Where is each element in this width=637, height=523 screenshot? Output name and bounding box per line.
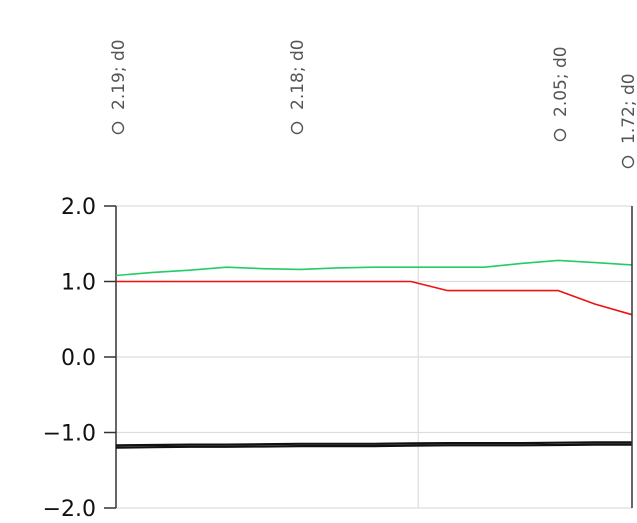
series-line-4 [115,443,632,449]
gridlines [116,205,632,509]
y-tick-label: 0.0 [61,346,96,371]
annotation-label: 2.18; d0 [288,39,308,110]
annotation-label: 2.19; d0 [109,39,129,110]
annotation-marker [111,121,125,135]
annotation-marker [290,121,304,135]
annotation-marker [553,128,567,142]
annotations: 2.19; d0 2.18; d0 2.05; d0 1.72; d0 [109,39,637,169]
y-tick-label: −2.0 [43,497,96,522]
annotation-label: 2.05; d0 [551,46,571,117]
y-tick-label: 1.0 [61,271,96,296]
series-line-1 [115,259,633,277]
series-lines [115,259,633,449]
y-tick-label: 2.0 [61,195,96,220]
y-tick-label: −1.0 [43,422,96,447]
series-line-3 [115,441,632,447]
series-line-2 [116,280,633,316]
annotation-marker [621,155,635,169]
annotation-label: 1.72; d0 [619,73,637,144]
y-ticks: 2.0 1.0 0.0 −1.0 −2.0 [43,195,116,522]
